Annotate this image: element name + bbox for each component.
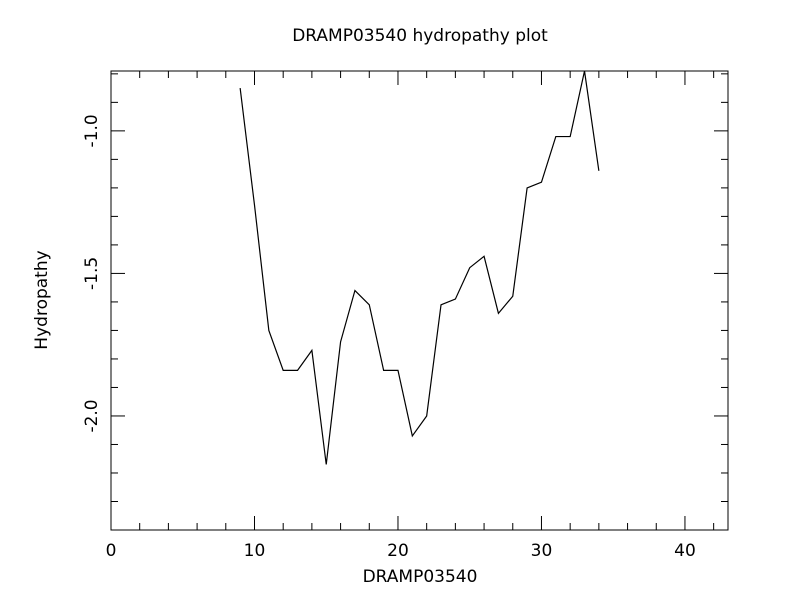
data-line <box>239 70 600 465</box>
y-tick-label: -1.0 <box>82 114 102 147</box>
y-axis-title: Hydropathy <box>32 250 52 349</box>
plot-frame <box>110 70 729 531</box>
chart-title: DRAMP03540 hydropathy plot <box>292 26 548 46</box>
x-tick-label: 0 <box>106 541 117 561</box>
x-tick-label: 40 <box>674 541 696 561</box>
y-tick-label: -2.0 <box>82 399 102 432</box>
x-axis-title: DRAMP03540 <box>363 567 478 587</box>
y-tick-label: -1.5 <box>82 257 102 290</box>
x-tick-label: 10 <box>244 541 266 561</box>
x-tick-label: 30 <box>531 541 553 561</box>
x-tick-label: 20 <box>387 541 409 561</box>
